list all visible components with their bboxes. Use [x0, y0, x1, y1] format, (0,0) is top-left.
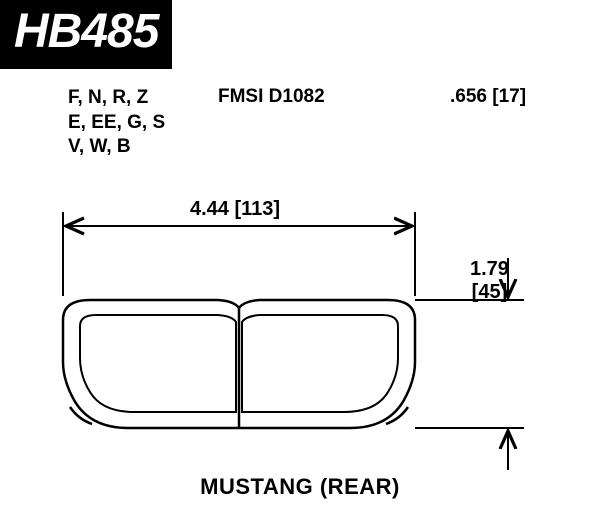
height-dimension	[415, 258, 524, 470]
brake-pad-outline	[63, 300, 415, 428]
diagram-svg	[0, 0, 600, 518]
width-dimension	[63, 212, 415, 296]
